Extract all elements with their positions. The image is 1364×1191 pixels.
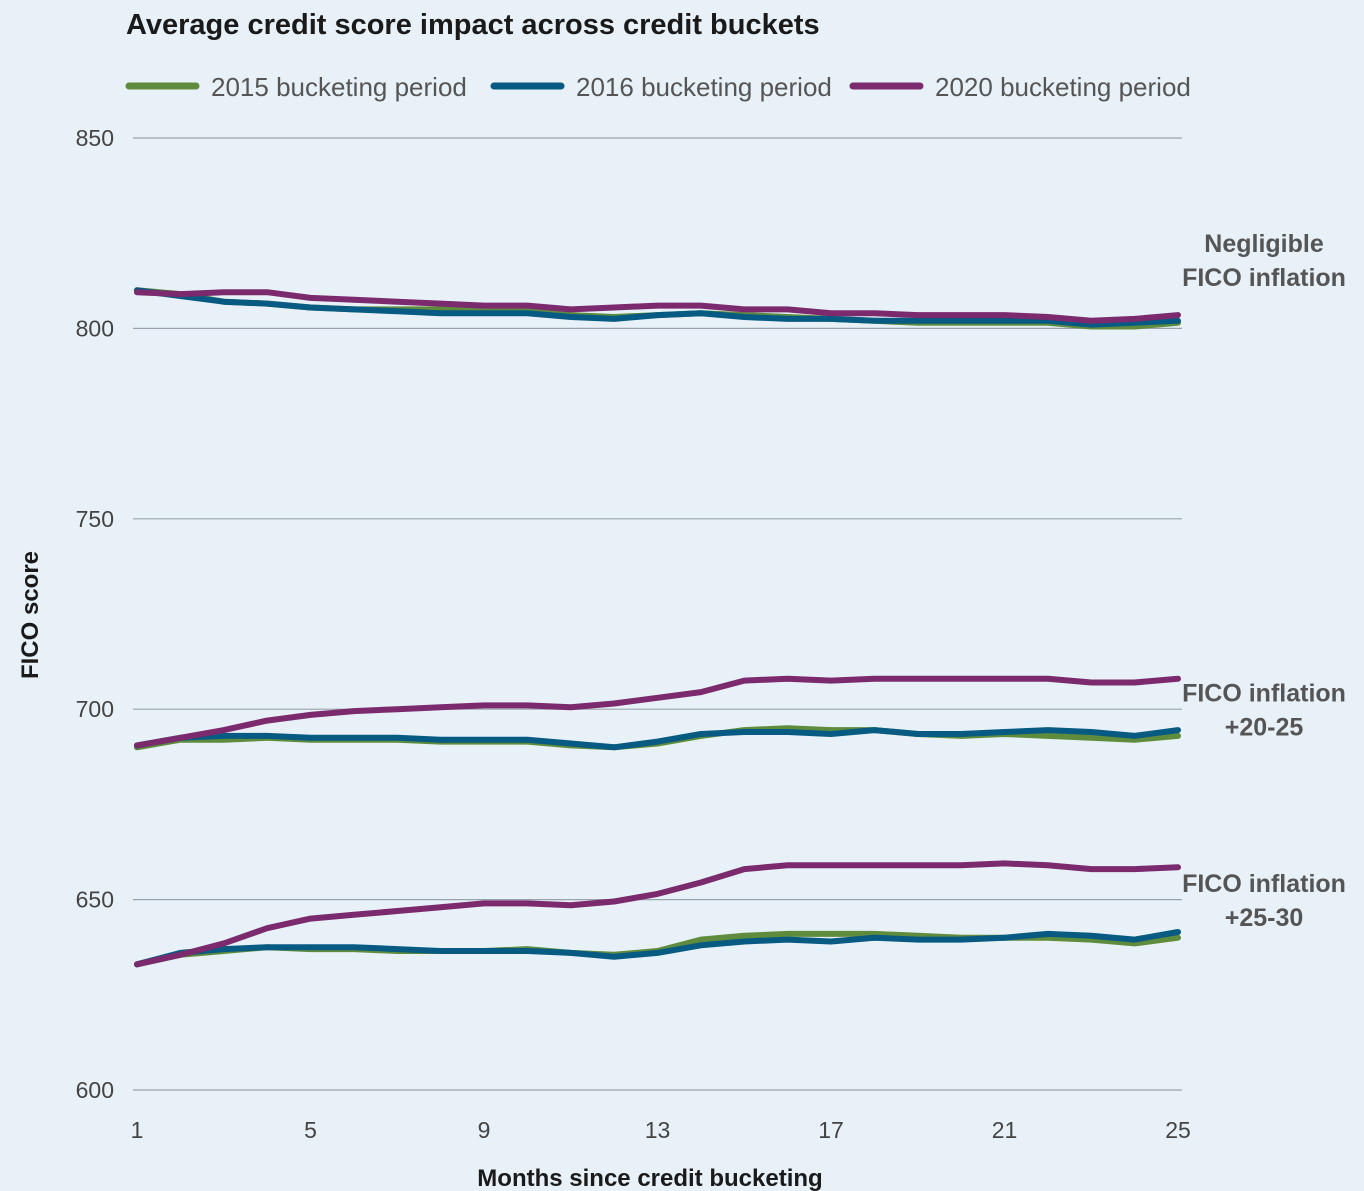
annotation-2-line-1: FICO inflation <box>1182 680 1346 708</box>
x-tick-9: 9 <box>478 1117 491 1143</box>
x-axis-ticks: 1 5 9 13 17 21 25 <box>131 1117 1191 1143</box>
annotation-3-line-2: +25-30 <box>1225 904 1304 932</box>
annotation-1-line-1: Negligible <box>1204 230 1324 258</box>
x-tick-25: 25 <box>1165 1117 1191 1143</box>
x-tick-21: 21 <box>992 1117 1018 1143</box>
x-axis-title: Months since credit bucketing <box>477 1165 822 1191</box>
series-line-2-group-1 <box>134 287 1181 328</box>
x-tick-17: 17 <box>818 1117 844 1143</box>
y-axis-ticks: 600 650 700 750 800 850 <box>76 125 114 1103</box>
x-tick-1: 1 <box>131 1117 144 1143</box>
annotations: Negligible FICO inflation FICO inflation +2… <box>1182 230 1346 932</box>
gridlines <box>133 137 1182 1091</box>
y-tick-800: 800 <box>76 315 114 341</box>
y-tick-750: 750 <box>76 506 114 532</box>
y-tick-700: 700 <box>76 696 114 722</box>
series-line-2-group-2 <box>134 727 1181 751</box>
x-tick-5: 5 <box>304 1117 317 1143</box>
y-tick-850: 850 <box>76 125 114 151</box>
series-lines <box>134 287 1181 968</box>
y-axis-title: FICO score <box>17 551 44 679</box>
annotation-3-line-1: FICO inflation <box>1182 870 1346 898</box>
annotation-2-line-2: +20-25 <box>1225 714 1304 742</box>
legend-label-2: 2016 bucketing period <box>576 72 832 102</box>
legend: 2015 bucketing period 2016 bucketing peri… <box>125 72 1191 102</box>
chart-title: Average credit score impact across credi… <box>126 9 820 41</box>
annotation-1-line-2: FICO inflation <box>1182 264 1346 292</box>
series-line-2-group-3 <box>134 929 1181 968</box>
y-tick-650: 650 <box>76 887 114 913</box>
series-line-3-group-2 <box>134 675 1181 749</box>
legend-label-3: 2020 bucketing period <box>935 72 1191 102</box>
x-tick-13: 13 <box>645 1117 671 1143</box>
series-line-3-group-3 <box>134 860 1181 968</box>
legend-label-1: 2015 bucketing period <box>211 72 467 102</box>
series-line-3-group-1 <box>134 289 1181 324</box>
y-tick-600: 600 <box>76 1077 114 1103</box>
